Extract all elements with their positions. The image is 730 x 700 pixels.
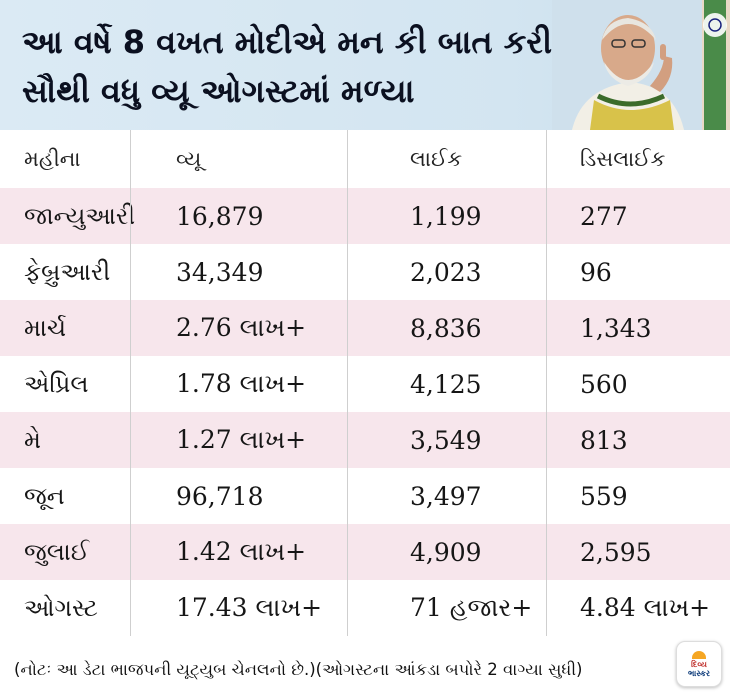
column-divider (130, 412, 131, 468)
table-row: જુલાઈ 1.42 લાખ+ 4,909 2,595 (0, 524, 730, 580)
column-divider (546, 356, 547, 412)
dislikes-cell: 1,343 (580, 313, 652, 343)
views-table: મહીના વ્યૂ લાઈક ડિસલાઈક જાન્યુઆરી 16,879… (0, 130, 730, 636)
column-divider (347, 130, 348, 188)
likes-cell: 1,199 (410, 201, 482, 231)
column-header-dislikes: ડિસલાઈક (580, 146, 666, 171)
column-divider (546, 130, 547, 188)
dislikes-cell: 96 (580, 257, 612, 287)
footer: (નોટઃ આ ડેટા ભાજપની યૂટ્યુબ ચેનલનો છે.)(… (0, 648, 730, 700)
column-divider (347, 300, 348, 356)
dislikes-cell: 559 (580, 481, 628, 511)
column-divider (546, 412, 547, 468)
dislikes-cell: 560 (580, 369, 628, 399)
source-note: (નોટઃ આ ડેટા ભાજપની યૂટ્યુબ ચેનલનો છે.)(… (14, 660, 583, 679)
logo-text-line-1: દિવ્ય (691, 659, 707, 669)
column-divider (347, 468, 348, 524)
column-divider (130, 524, 131, 580)
month-cell: જાન્યુઆરી (24, 202, 136, 230)
column-divider (546, 300, 547, 356)
column-divider (130, 356, 131, 412)
headline-line-2: સૌથી વધુ વ્યૂ ઓગસ્ટમાં મળ્યા (22, 72, 415, 110)
column-divider (130, 130, 131, 188)
column-divider (347, 412, 348, 468)
table-row: મે 1.27 લાખ+ 3,549 813 (0, 412, 730, 468)
sun-icon (692, 650, 706, 659)
likes-cell: 2,023 (410, 257, 482, 287)
views-cell: 1.27 લાખ+ (176, 425, 307, 454)
likes-cell: 4,125 (410, 369, 482, 399)
month-cell: એપ્રિલ (24, 370, 89, 398)
table-row: એપ્રિલ 1.78 લાખ+ 4,125 560 (0, 356, 730, 412)
headline: આ વર્ષે 8 વખત મોદીએ મન કી બાત કરી, સૌથી … (22, 18, 582, 116)
table-row: જૂન 96,718 3,497 559 (0, 468, 730, 524)
likes-cell: 3,497 (410, 481, 482, 511)
column-divider (347, 524, 348, 580)
column-divider (546, 468, 547, 524)
views-cell: 17.43 લાખ+ (176, 593, 323, 622)
column-divider (546, 524, 547, 580)
table-row: જાન્યુઆરી 16,879 1,199 277 (0, 188, 730, 244)
table-row: માર્ચ 2.76 લાખ+ 8,836 1,343 (0, 300, 730, 356)
column-divider (130, 188, 131, 244)
likes-cell: 4,909 (410, 537, 482, 567)
divya-bhaskar-logo: દિવ્ય ભાસ્કર (676, 641, 722, 687)
views-cell: 96,718 (176, 481, 264, 511)
column-divider (130, 244, 131, 300)
column-divider (130, 468, 131, 524)
views-cell: 16,879 (176, 201, 264, 231)
column-divider (347, 188, 348, 244)
dislikes-cell: 277 (580, 201, 628, 231)
likes-cell: 8,836 (410, 313, 482, 343)
views-cell: 2.76 લાખ+ (176, 313, 307, 342)
column-header-likes: લાઈક (410, 146, 463, 171)
month-cell: મે (24, 426, 41, 454)
table-row: ઓગસ્ટ 17.43 લાખ+ 71 હજાર+ 4.84 લાખ+ (0, 580, 730, 636)
month-cell: ફેબ્રુઆરી (24, 258, 111, 286)
views-cell: 1.42 લાખ+ (176, 537, 307, 566)
headline-line-1: આ વર્ષે 8 વખત મોદીએ મન કી બાત કરી, (22, 23, 565, 61)
likes-cell: 3,549 (410, 425, 482, 455)
views-cell: 1.78 લાખ+ (176, 369, 307, 398)
dislikes-cell: 4.84 લાખ+ (580, 593, 711, 622)
speaker-photo (552, 0, 730, 130)
month-cell: જુલાઈ (24, 538, 90, 566)
column-divider (347, 356, 348, 412)
column-header-views: વ્યૂ (176, 146, 202, 171)
column-divider (546, 244, 547, 300)
column-header-month: મહીના (24, 146, 81, 171)
month-cell: ઓગસ્ટ (24, 594, 98, 622)
column-divider (130, 580, 131, 636)
column-divider (347, 580, 348, 636)
logo-text-line-2: ભાસ્કર (687, 668, 711, 678)
header-banner: આ વર્ષે 8 વખત મોદીએ મન કી બાત કરી, સૌથી … (0, 0, 730, 130)
column-divider (347, 244, 348, 300)
column-divider (130, 300, 131, 356)
likes-cell: 71 હજાર+ (410, 593, 533, 622)
dislikes-cell: 2,595 (580, 537, 652, 567)
table-row: ફેબ્રુઆરી 34,349 2,023 96 (0, 244, 730, 300)
column-divider (546, 580, 547, 636)
table-header-row: મહીના વ્યૂ લાઈક ડિસલાઈક (0, 130, 730, 188)
dislikes-cell: 813 (580, 425, 628, 455)
views-cell: 34,349 (176, 257, 264, 287)
month-cell: માર્ચ (24, 314, 67, 342)
month-cell: જૂન (24, 482, 65, 510)
column-divider (546, 188, 547, 244)
